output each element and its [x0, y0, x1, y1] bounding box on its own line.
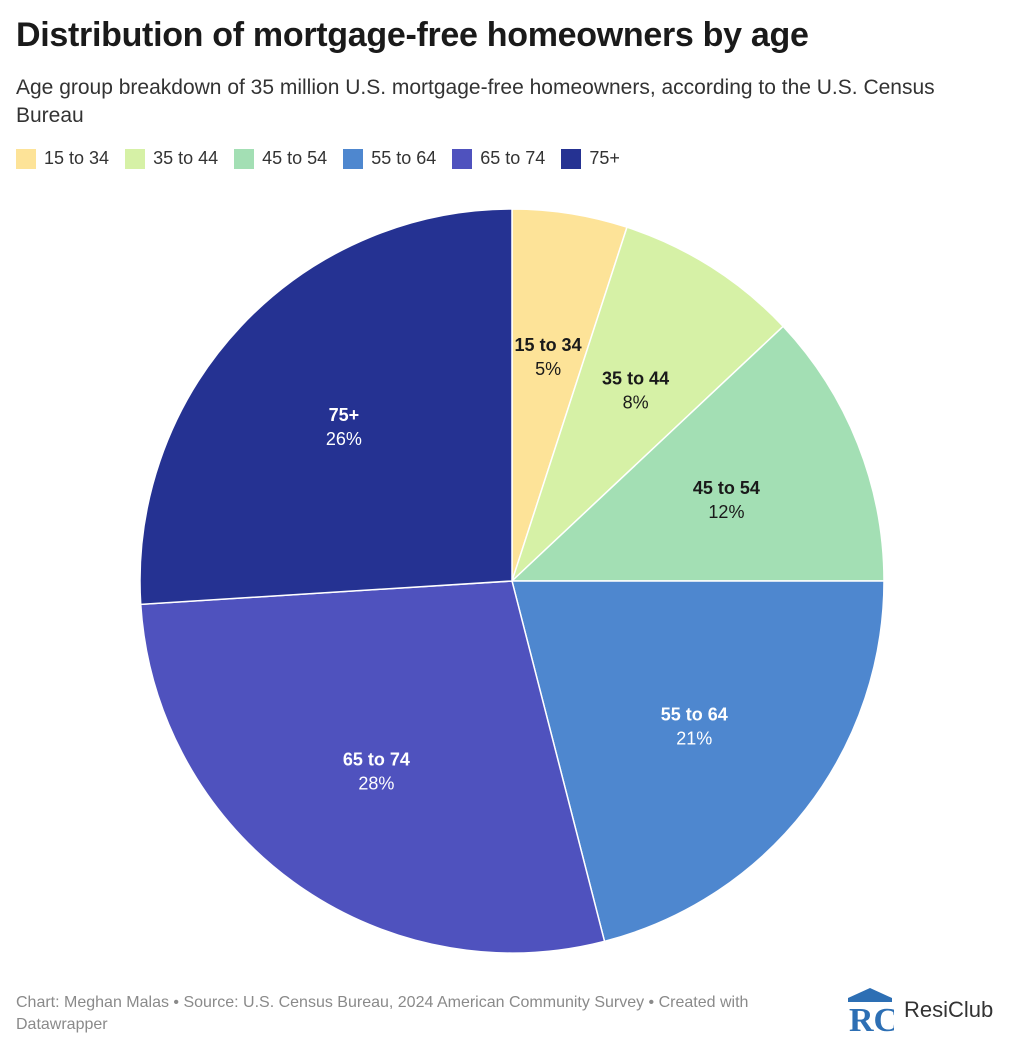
- legend-swatch: [452, 148, 473, 169]
- legend-label: 35 to 44: [153, 148, 219, 168]
- resiclub-logo-icon: RC: [848, 988, 894, 1034]
- pie-slice[interactable]: [510, 325, 885, 582]
- legend-item: 75+: [561, 148, 620, 169]
- slice-value-label: 21%: [676, 728, 712, 748]
- legend-swatch: [561, 148, 582, 169]
- slice-label: 75+: [329, 405, 360, 425]
- legend-swatch: [234, 148, 255, 169]
- legend-item: 45 to 54: [234, 148, 327, 169]
- legend-swatch: [125, 148, 146, 169]
- slice-value-label: 26%: [326, 429, 362, 449]
- legend-label: 45 to 54: [262, 148, 328, 168]
- slice-label: 55 to 64: [661, 704, 728, 724]
- pie-slice[interactable]: [139, 580, 606, 954]
- brand-name: ResiClub: [904, 997, 994, 1022]
- pie-slice[interactable]: [139, 208, 513, 606]
- legend-label: 15 to 34: [44, 148, 110, 168]
- pie-slice[interactable]: [511, 580, 885, 943]
- svg-text:RC: RC: [849, 1002, 894, 1034]
- legend-label: 55 to 64: [371, 148, 437, 168]
- slice-label: 45 to 54: [693, 478, 760, 498]
- chart-legend: 15 to 34 35 to 44 45 to 54 55 to 64 65 to 74…: [16, 148, 620, 169]
- slice-value-label: 8%: [623, 392, 649, 412]
- pie-chart: 15 to 34 5% 35 to 44 8% 45 to 54 12% 55 to 64 2…: [139, 208, 885, 954]
- chart-title: Distribution of mortgage-free homeowners…: [16, 16, 809, 54]
- slice-label: 65 to 74: [343, 750, 410, 770]
- slice-label: 15 to 34: [515, 335, 582, 355]
- legend-swatch: [343, 148, 364, 169]
- slice-value-label: 5%: [535, 359, 561, 379]
- legend-label: 65 to 74: [480, 148, 546, 168]
- legend-item: 35 to 44: [125, 148, 218, 169]
- slice-label: 35 to 44: [602, 368, 669, 388]
- legend-item: 55 to 64: [343, 148, 436, 169]
- legend-swatch: [16, 148, 36, 169]
- chart-subtitle: Age group breakdown of 35 million U.S. m…: [16, 76, 935, 127]
- legend-item: 65 to 74: [452, 148, 545, 169]
- chart-footer: Chart: Meghan Malas • Source: U.S. Censu…: [16, 994, 749, 1033]
- slice-value-label: 12%: [708, 502, 744, 522]
- legend-item: 15 to 34: [16, 148, 109, 169]
- slice-value-label: 28%: [358, 774, 394, 794]
- pie-slice[interactable]: [511, 226, 785, 582]
- brand-logo[interactable]: RC ResiClub: [846, 986, 993, 1034]
- legend-label: 75+: [589, 148, 620, 168]
